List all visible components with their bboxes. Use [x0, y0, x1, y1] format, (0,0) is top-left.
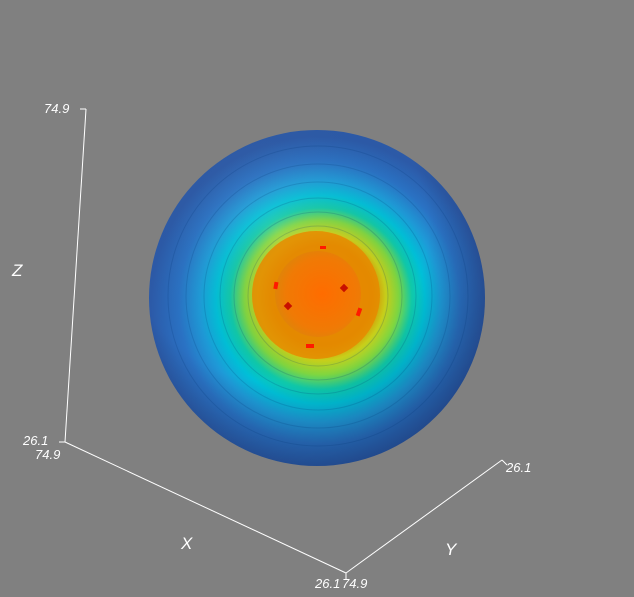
z-axis-min-label: 26.1 — [22, 433, 48, 448]
marker — [283, 301, 293, 311]
y-axis-tick — [501, 459, 508, 466]
y-axis-max-label: 74.9 — [342, 576, 367, 591]
z-axis-line — [64, 108, 87, 443]
axis-labels: 74.9 Z 26.1 74.9 X 26.1 74.9 Y 26.1 — [11, 101, 531, 591]
x-axis-title: X — [180, 534, 193, 553]
z-axis-max-label: 74.9 — [44, 101, 69, 116]
nested-shell-sphere[interactable] — [149, 130, 485, 466]
axes-cube — [59, 108, 508, 580]
marker — [273, 281, 279, 290]
core-shell — [275, 251, 361, 337]
marker — [339, 283, 349, 293]
x-axis-line — [64, 441, 347, 574]
marker-group — [273, 246, 363, 348]
shell-rings — [167, 145, 469, 447]
y-axis-min-label: 26.1 — [505, 460, 531, 475]
z-axis-title: Z — [11, 261, 23, 280]
y-axis-title: Y — [445, 540, 458, 559]
marker — [355, 307, 363, 317]
marker — [306, 344, 314, 348]
x-axis-min-label: 26.1 — [314, 576, 340, 591]
marker — [320, 246, 326, 249]
y-axis-line — [345, 459, 503, 574]
x-axis-max-label: 74.9 — [35, 447, 60, 462]
